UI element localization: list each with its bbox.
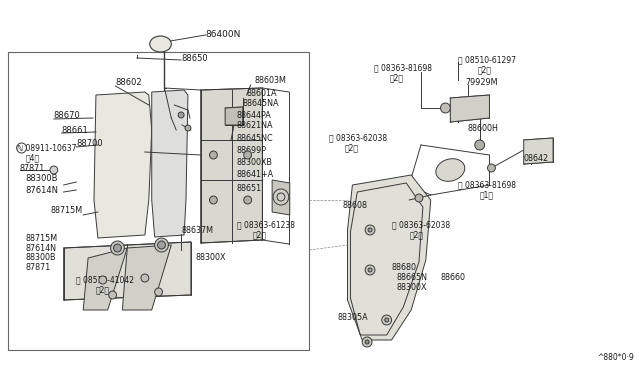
Circle shape xyxy=(185,125,191,131)
Polygon shape xyxy=(201,88,262,243)
Bar xyxy=(8,52,309,350)
Text: 88665N: 88665N xyxy=(396,273,428,282)
Text: 08642: 08642 xyxy=(524,154,549,163)
Circle shape xyxy=(273,189,289,205)
Text: 88661: 88661 xyxy=(61,125,88,135)
Text: 88680: 88680 xyxy=(392,263,417,273)
Circle shape xyxy=(155,288,163,296)
Circle shape xyxy=(99,276,107,284)
Circle shape xyxy=(365,225,375,235)
Circle shape xyxy=(141,274,148,282)
Text: （1）: （1） xyxy=(479,190,493,199)
Text: 87871: 87871 xyxy=(20,164,45,173)
Text: 88621NA: 88621NA xyxy=(237,121,273,129)
Ellipse shape xyxy=(150,36,172,52)
Text: （2）: （2） xyxy=(344,144,358,153)
Polygon shape xyxy=(272,180,290,215)
Text: 88300B: 88300B xyxy=(26,253,56,263)
Polygon shape xyxy=(451,95,490,122)
Text: 87614N: 87614N xyxy=(26,186,58,195)
Circle shape xyxy=(440,103,451,113)
Circle shape xyxy=(157,241,165,249)
Circle shape xyxy=(365,340,369,344)
Text: 88660: 88660 xyxy=(440,273,465,282)
Text: Ⓢ 08363-81698: Ⓢ 08363-81698 xyxy=(374,64,432,73)
Text: 88300XB: 88300XB xyxy=(237,157,273,167)
Text: （2）: （2） xyxy=(390,74,404,83)
Text: 88305A: 88305A xyxy=(338,314,369,323)
Text: 88699P: 88699P xyxy=(237,145,267,154)
Text: （2）: （2） xyxy=(477,65,492,74)
Text: 79929M: 79929M xyxy=(465,77,497,87)
Text: 88608: 88608 xyxy=(342,201,367,209)
Text: Ⓢ 08510-61297: Ⓢ 08510-61297 xyxy=(458,55,516,64)
Text: Ⓢ 08363-62038: Ⓢ 08363-62038 xyxy=(329,134,387,142)
Circle shape xyxy=(109,291,116,299)
Circle shape xyxy=(415,194,423,202)
Text: 88651: 88651 xyxy=(237,183,262,192)
Text: 88601A: 88601A xyxy=(246,89,277,97)
Text: Ⓢ 08510-41042: Ⓢ 08510-41042 xyxy=(76,276,134,285)
Circle shape xyxy=(368,228,372,232)
Text: 88637M: 88637M xyxy=(181,225,213,234)
Polygon shape xyxy=(94,92,152,238)
Text: Ⓢ 08363-62038: Ⓢ 08363-62038 xyxy=(392,221,450,230)
Circle shape xyxy=(488,164,495,172)
Text: 88700: 88700 xyxy=(76,138,103,148)
Text: （2）: （2） xyxy=(96,285,110,295)
Circle shape xyxy=(209,196,218,204)
Circle shape xyxy=(155,238,168,252)
Polygon shape xyxy=(63,242,191,300)
Circle shape xyxy=(111,241,124,255)
Circle shape xyxy=(368,268,372,272)
Text: 〈4〉: 〈4〉 xyxy=(26,154,40,163)
Circle shape xyxy=(385,318,388,322)
Text: （2）: （2） xyxy=(409,231,423,240)
Circle shape xyxy=(244,196,252,204)
Text: 87871: 87871 xyxy=(26,263,51,273)
Polygon shape xyxy=(348,175,431,340)
Circle shape xyxy=(365,265,375,275)
Circle shape xyxy=(50,166,58,174)
Text: 88644PA: 88644PA xyxy=(237,110,271,119)
Text: 88300B: 88300B xyxy=(26,173,58,183)
Text: 87614N: 87614N xyxy=(26,244,56,253)
Text: 88300X: 88300X xyxy=(196,253,227,263)
Text: 88641+A: 88641+A xyxy=(237,170,274,179)
Polygon shape xyxy=(83,248,127,310)
Text: 86400N: 86400N xyxy=(205,29,241,38)
Circle shape xyxy=(209,151,218,159)
Polygon shape xyxy=(122,245,172,310)
Text: 88645NC: 88645NC xyxy=(237,134,273,142)
Circle shape xyxy=(244,151,252,159)
Circle shape xyxy=(113,244,122,252)
Text: Ⓢ 08363-61238: Ⓢ 08363-61238 xyxy=(237,221,295,230)
Circle shape xyxy=(362,337,372,347)
Polygon shape xyxy=(152,90,188,237)
Text: 88715M: 88715M xyxy=(51,205,83,215)
Text: 88715M: 88715M xyxy=(26,234,58,243)
Text: ℕ 08911-10637: ℕ 08911-10637 xyxy=(17,144,76,153)
Text: （2）: （2） xyxy=(253,231,266,240)
Circle shape xyxy=(475,140,484,150)
Text: 88603M: 88603M xyxy=(255,76,286,84)
Circle shape xyxy=(382,315,392,325)
Text: 88650: 88650 xyxy=(181,54,208,62)
Polygon shape xyxy=(225,107,243,125)
Text: 88602: 88602 xyxy=(115,77,142,87)
Text: Ⓢ 08363-81698: Ⓢ 08363-81698 xyxy=(458,180,516,189)
Text: 88300X: 88300X xyxy=(396,283,427,292)
Ellipse shape xyxy=(436,159,465,181)
Text: 88670: 88670 xyxy=(54,110,81,119)
Text: 88600H: 88600H xyxy=(468,124,499,132)
Circle shape xyxy=(178,112,184,118)
Polygon shape xyxy=(524,138,553,164)
Text: ^880*0·9: ^880*0·9 xyxy=(597,353,634,362)
Text: 88645NA: 88645NA xyxy=(243,99,279,108)
